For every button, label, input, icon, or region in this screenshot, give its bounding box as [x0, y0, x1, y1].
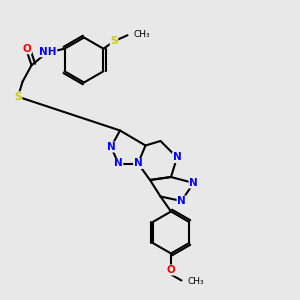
Text: O: O [167, 265, 176, 275]
Text: CH₃: CH₃ [134, 30, 150, 39]
Text: N: N [172, 152, 182, 163]
Text: N: N [134, 158, 142, 169]
Text: N: N [189, 178, 198, 188]
Text: CH₃: CH₃ [188, 278, 204, 286]
Text: N: N [114, 158, 123, 169]
Text: N: N [177, 196, 186, 206]
Text: NH: NH [39, 47, 57, 57]
Text: S: S [14, 92, 22, 102]
Text: O: O [22, 44, 32, 54]
Text: N: N [106, 142, 116, 152]
Text: S: S [110, 36, 118, 46]
